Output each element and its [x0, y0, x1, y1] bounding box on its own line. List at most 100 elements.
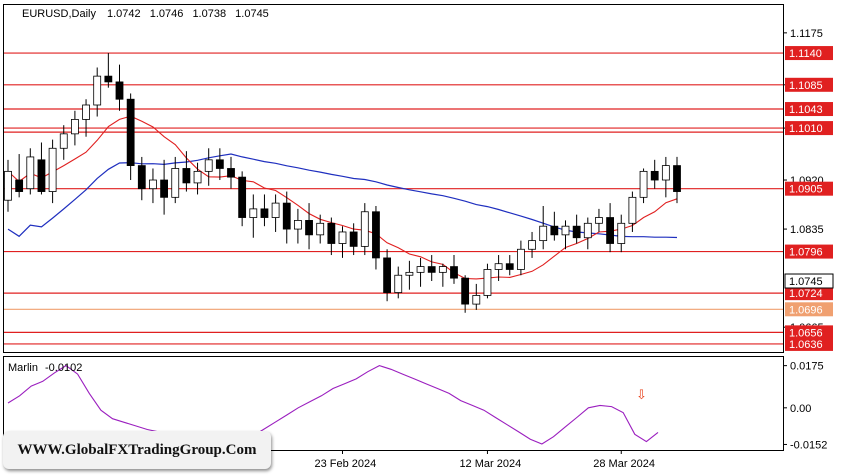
candle-body [82, 104, 90, 120]
candle-body [450, 266, 458, 279]
level-label: 1.1043 [789, 104, 823, 116]
watermark-text: WWW.GlobalFXTradingGroup.Com [17, 441, 257, 458]
candle-body [215, 159, 224, 169]
candle-body [126, 98, 135, 166]
candle-body [427, 266, 436, 273]
level-label: 1.0724 [789, 288, 823, 300]
candle-body [416, 266, 425, 273]
down-arrow-icon: ⇩ [636, 388, 647, 403]
level-label-box [785, 102, 833, 117]
candle-body [293, 220, 302, 230]
date-tick-label: 28 Mar 2024 [593, 458, 655, 470]
level-label-box [785, 121, 833, 136]
candle-body [271, 202, 280, 218]
header-low: 1.0738 [192, 8, 226, 20]
candle-body [37, 159, 46, 192]
candle-body [661, 165, 670, 181]
date-tick-label: 23 Feb 2024 [315, 458, 377, 470]
marlin-indicator-line [7, 364, 659, 447]
candle-body [673, 165, 681, 192]
candle-body [15, 179, 24, 192]
candle-body [48, 147, 57, 192]
level-label-box [785, 286, 833, 301]
candle-body [238, 176, 247, 218]
candle-body [494, 263, 503, 270]
current-price-label: 1.0745 [789, 276, 823, 288]
header-high: 1.0746 [150, 8, 184, 20]
chart-header-ohlc: 1.0742 1.0746 1.0738 1.0745 [107, 8, 269, 20]
candle-body [249, 208, 258, 218]
price-tick-label: 1.1175 [790, 28, 823, 40]
indicator-pane-frame [3, 356, 784, 451]
candle-body [583, 222, 592, 239]
candle-body [606, 217, 614, 244]
candle-body [517, 248, 525, 270]
chart-header-symbol: EURUSD,Daily [22, 8, 96, 20]
date-tick-label: 12 Mar 2024 [459, 458, 521, 470]
candle-body [372, 211, 380, 259]
indicator-header: Marlin -0.0102 [8, 362, 82, 374]
candle-body [349, 231, 358, 247]
candle-body [360, 211, 369, 247]
level-label-box [785, 336, 833, 351]
candle-body [572, 225, 581, 239]
candle-body [405, 271, 414, 276]
level-label: 1.0696 [789, 304, 823, 316]
candle-body [438, 266, 447, 273]
candle-body [93, 75, 102, 106]
candle-body [338, 231, 347, 244]
candle-body [104, 75, 113, 83]
candle-body [137, 165, 146, 190]
level-label-box [785, 325, 833, 340]
level-label-box [785, 244, 833, 259]
candle-body [472, 295, 481, 305]
candle-body [639, 170, 648, 198]
candle-body [650, 170, 659, 181]
level-label-box [785, 302, 833, 317]
candle-body [160, 179, 169, 198]
level-label-box [785, 77, 833, 92]
current-price-box [784, 273, 834, 289]
candle-body [204, 159, 213, 172]
candle-body [461, 277, 470, 305]
candle-body [561, 225, 570, 236]
price-tick-label: 1.0835 [790, 224, 824, 236]
indicator-name: Marlin [8, 362, 38, 374]
candle-body [505, 263, 514, 270]
candle-body [193, 170, 202, 184]
watermark-banner: WWW.GlobalFXTradingGroup.Com [3, 431, 271, 469]
candle-body [327, 222, 336, 244]
candle-body [628, 196, 637, 224]
level-label: 1.1085 [789, 80, 823, 92]
level-label: 1.0636 [789, 339, 823, 351]
candle-body [316, 222, 325, 236]
candle-body [617, 222, 626, 244]
candle-body [394, 274, 403, 293]
candle-body [595, 217, 603, 224]
candle-body [383, 257, 392, 293]
level-label: 1.0656 [789, 327, 823, 339]
level-label: 1.1140 [789, 48, 822, 60]
level-label-box [785, 181, 833, 196]
candle-body [149, 179, 157, 190]
indicator-tick-label: -0.0152 [790, 439, 827, 451]
level-label-box [785, 46, 833, 61]
header-close: 1.0745 [235, 8, 269, 20]
candle-body [260, 208, 269, 218]
level-label: 1.0796 [789, 247, 823, 259]
candle-body [171, 168, 180, 198]
candle-body [26, 156, 35, 190]
candle-body [539, 225, 548, 242]
candle-body [115, 81, 124, 100]
level-label: 1.0905 [789, 184, 823, 196]
candle-body [305, 220, 313, 236]
candle-body [483, 269, 492, 296]
level-label: 1.1010 [789, 123, 823, 135]
price-pane-frame [3, 4, 784, 353]
indicator-value: -0.0102 [45, 362, 82, 374]
candle-body [182, 168, 191, 184]
candle-body [550, 225, 559, 236]
candle-body [59, 133, 68, 149]
candle-body [227, 168, 235, 178]
